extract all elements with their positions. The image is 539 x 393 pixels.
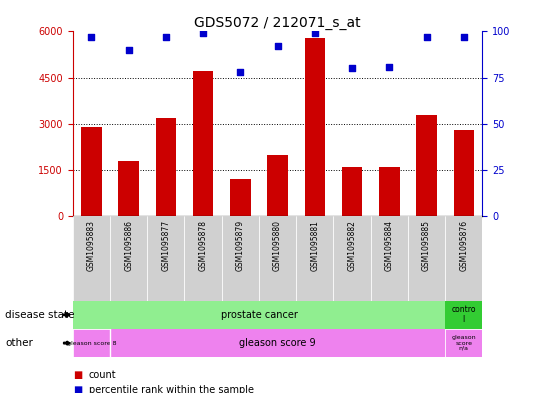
Text: GSM1095884: GSM1095884	[385, 220, 394, 272]
Text: prostate cancer: prostate cancer	[220, 310, 298, 320]
Bar	[230, 179, 251, 216]
Bar	[305, 38, 325, 216]
Bar	[110, 329, 445, 357]
Text: percentile rank within the sample: percentile rank within the sample	[89, 385, 254, 393]
Text: GSM1095878: GSM1095878	[198, 220, 208, 272]
Bar	[379, 167, 399, 216]
Text: GSM1095882: GSM1095882	[348, 220, 357, 271]
Text: count: count	[89, 370, 116, 380]
Text: GSM1095881: GSM1095881	[310, 220, 319, 271]
Text: disease state: disease state	[5, 310, 75, 320]
Text: GSM1095885: GSM1095885	[422, 220, 431, 272]
Bar	[342, 167, 362, 216]
Bar	[81, 127, 102, 216]
Text: GSM1095883: GSM1095883	[87, 220, 96, 272]
Text: contro
l: contro l	[452, 305, 476, 324]
Point	[87, 34, 96, 40]
Point	[273, 43, 282, 50]
Point	[422, 34, 431, 40]
Text: gleason score 9: gleason score 9	[239, 338, 316, 348]
Text: gleason score 8: gleason score 8	[67, 341, 116, 345]
Bar	[334, 216, 371, 301]
Bar	[110, 216, 147, 301]
Bar	[453, 130, 474, 216]
Point	[459, 34, 468, 40]
Text: other: other	[5, 338, 33, 348]
Point	[162, 34, 170, 40]
Bar	[73, 329, 110, 357]
Text: ■: ■	[73, 370, 82, 380]
Bar	[445, 216, 482, 301]
Point	[125, 47, 133, 53]
Point	[199, 30, 208, 37]
Bar	[445, 329, 482, 357]
Title: GDS5072 / 212071_s_at: GDS5072 / 212071_s_at	[194, 17, 361, 30]
Point	[236, 69, 245, 75]
Text: ■: ■	[73, 385, 82, 393]
Bar	[222, 216, 259, 301]
Bar	[267, 154, 288, 216]
Bar	[408, 216, 445, 301]
Text: GSM1095880: GSM1095880	[273, 220, 282, 272]
Bar	[119, 161, 139, 216]
Text: GSM1095877: GSM1095877	[161, 220, 170, 272]
Text: gleason
score
n/a: gleason score n/a	[452, 335, 476, 351]
Bar	[416, 115, 437, 216]
Bar	[296, 216, 334, 301]
Text: GSM1095886: GSM1095886	[124, 220, 133, 272]
Bar	[73, 216, 110, 301]
Bar	[371, 216, 408, 301]
Bar	[259, 216, 296, 301]
Bar	[193, 72, 213, 216]
Bar	[156, 118, 176, 216]
Point	[310, 30, 319, 37]
Bar	[184, 216, 222, 301]
Point	[348, 65, 356, 72]
Text: GSM1095876: GSM1095876	[459, 220, 468, 272]
Text: GSM1095879: GSM1095879	[236, 220, 245, 272]
Bar	[147, 216, 184, 301]
Point	[385, 63, 393, 70]
Bar	[445, 301, 482, 329]
